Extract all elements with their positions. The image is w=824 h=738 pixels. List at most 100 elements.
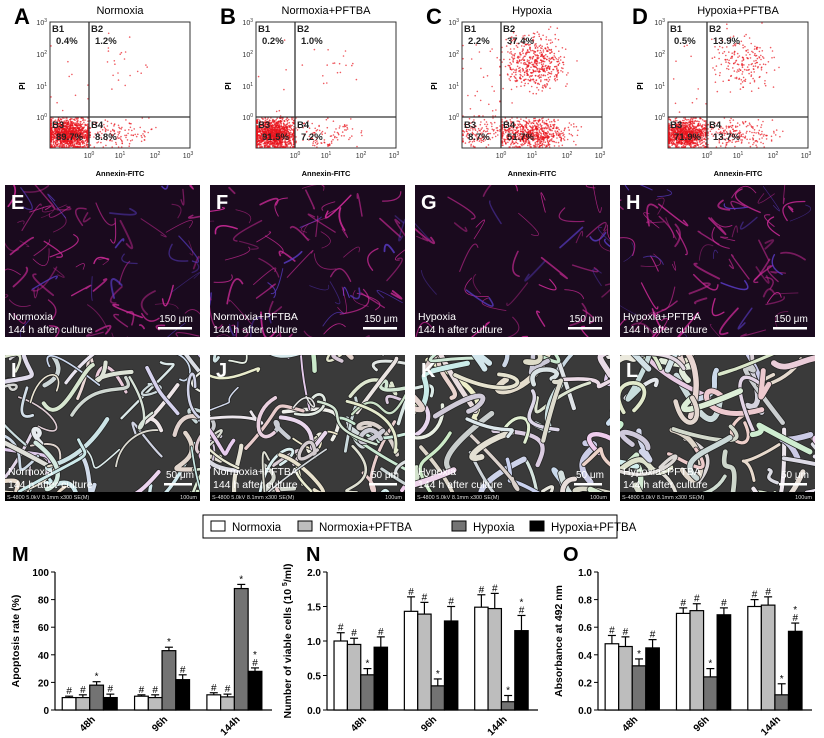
dot — [529, 121, 531, 123]
dot — [540, 51, 543, 54]
x-axis-label: Annexin-FITC — [508, 169, 557, 178]
dot — [288, 125, 291, 128]
quadrant-percent-b2: 1.0% — [301, 36, 323, 47]
dot — [754, 65, 757, 67]
dot — [94, 122, 97, 124]
dot — [277, 120, 280, 123]
dot — [753, 48, 756, 50]
dot — [326, 82, 328, 84]
dot — [526, 72, 528, 75]
dot — [525, 124, 528, 127]
tick-exponent: 2 — [364, 151, 367, 157]
dot — [562, 61, 565, 64]
dot — [316, 146, 318, 148]
dot — [59, 123, 62, 126]
dot — [277, 144, 279, 147]
dot — [285, 118, 287, 121]
tick-base: 10 — [448, 84, 456, 91]
dot — [520, 118, 522, 120]
dot — [714, 73, 717, 76]
dot — [541, 118, 543, 120]
dot — [538, 33, 540, 35]
dot — [726, 27, 728, 30]
dot — [469, 108, 472, 110]
dot — [147, 131, 149, 134]
dot — [66, 137, 68, 140]
dot — [544, 141, 547, 143]
dot — [734, 61, 736, 64]
dot — [278, 146, 280, 148]
dot — [126, 139, 129, 141]
dot — [284, 124, 286, 126]
dot — [104, 130, 107, 133]
dot — [50, 119, 52, 122]
dot — [563, 136, 566, 138]
dot — [52, 122, 55, 125]
dot — [74, 94, 77, 97]
flow-title: Normoxia — [96, 5, 144, 17]
dot — [515, 127, 518, 129]
dot — [550, 61, 553, 63]
dot — [71, 133, 73, 135]
dot — [72, 125, 74, 127]
dot — [81, 132, 84, 135]
dot — [97, 141, 100, 143]
dot — [732, 67, 734, 69]
dot — [555, 45, 557, 48]
quadrant-label-b2: B2 — [297, 24, 309, 35]
tick-exponent: 0 — [250, 113, 253, 119]
dot — [485, 125, 488, 128]
dot — [529, 78, 532, 81]
dot — [546, 43, 548, 45]
dot — [547, 80, 550, 83]
dot — [56, 123, 59, 126]
dot — [462, 57, 464, 60]
dot — [533, 66, 536, 68]
dot — [541, 139, 543, 141]
dot — [76, 120, 78, 123]
dot — [128, 129, 130, 131]
dot — [558, 128, 560, 131]
dot — [81, 137, 83, 139]
dot — [549, 42, 552, 44]
dot — [496, 56, 498, 59]
x-axis-label: Annexin-FITC — [302, 169, 351, 178]
dot — [510, 88, 513, 91]
dot — [518, 121, 521, 123]
dot — [529, 144, 531, 146]
dot — [542, 127, 544, 129]
dot — [761, 22, 763, 24]
flow-title: Hypoxia+PFTBA — [697, 5, 779, 17]
dot — [64, 128, 67, 131]
dot — [754, 45, 756, 48]
dot — [533, 32, 536, 35]
dot — [531, 127, 534, 130]
dot — [289, 146, 292, 148]
dot — [50, 145, 52, 147]
dot — [536, 131, 539, 134]
dot — [288, 136, 291, 138]
x-tick-label: 103 — [595, 151, 606, 160]
dot — [135, 135, 138, 138]
dot — [523, 74, 526, 76]
dot — [550, 133, 552, 136]
dot — [124, 51, 127, 53]
dot — [474, 94, 476, 97]
quadrant-percent-b1: 0.2% — [262, 36, 284, 47]
dot — [541, 45, 543, 48]
dot — [544, 47, 547, 49]
y-tick-label: 103 — [242, 18, 253, 27]
dot — [56, 129, 59, 131]
dot — [546, 127, 549, 129]
dot — [313, 48, 316, 51]
dot — [537, 55, 540, 57]
dot — [480, 121, 482, 123]
dot — [560, 136, 562, 138]
dot — [548, 68, 551, 70]
dot — [548, 79, 551, 81]
dot — [576, 60, 578, 62]
dot — [554, 130, 556, 132]
dot — [575, 125, 578, 128]
dot — [124, 134, 126, 137]
dot — [58, 145, 61, 148]
